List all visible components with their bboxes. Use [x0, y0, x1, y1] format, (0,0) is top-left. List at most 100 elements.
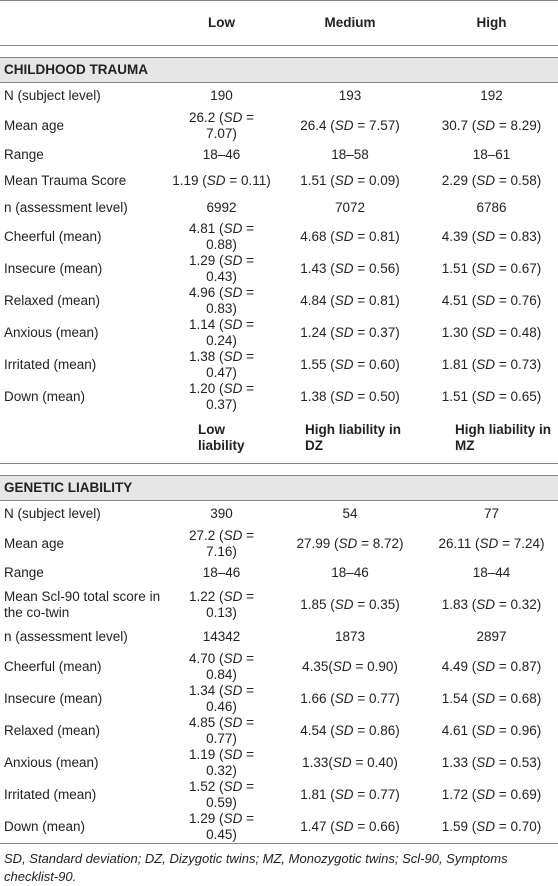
cell: 4.35(SD = 0.90)	[302, 658, 398, 674]
cell: 1.34 (SD = 0.46)	[189, 682, 254, 714]
table-row: N (subject level) 190 193 192	[0, 83, 558, 110]
cell: 1.20 (SD = 0.37)	[189, 381, 254, 412]
cell: 1.43 (SD = 0.56)	[300, 261, 400, 276]
cell: 1.38 (SD = 0.47)	[189, 349, 254, 380]
cell: 1.51 (SD = 0.65)	[441, 389, 542, 404]
cell: 1.24 (SD = 0.37)	[300, 325, 400, 340]
cell: 26.4 (SD = 7.57)	[300, 117, 400, 133]
cell: 190	[210, 88, 233, 104]
table-row: Anxious (mean) 1.14 (SD = 0.24) 1.24 (SD =…	[0, 317, 558, 349]
cell: 18–46	[202, 564, 241, 580]
cell: 4.68 (SD = 0.81)	[300, 229, 400, 244]
column-header: High	[425, 0, 558, 46]
footnote: SD, Standard deviation; DZ, Dizygotic tw…	[4, 850, 508, 884]
cell: 27.2 (SD = 7.16)	[189, 527, 254, 559]
cell: 1.33 (SD = 0.53)	[441, 754, 542, 770]
cell: 1.19 (SD = 0.32)	[189, 746, 254, 778]
cell: 18–46	[202, 146, 241, 162]
cell: 4.81 (SD = 0.88)	[189, 221, 254, 252]
cell: 1.29 (SD = 0.45)	[189, 810, 254, 842]
row-label: Mean Scl-90 total score in the co-twin	[4, 589, 161, 620]
cell: 1.47 (SD = 0.66)	[300, 818, 400, 834]
table-row: Relaxed (mean) 4.96 (SD = 0.83) 4.84 (SD =…	[0, 285, 558, 317]
cell: 6786	[476, 199, 507, 215]
cell: 14342	[202, 629, 241, 645]
cell: 2897	[476, 629, 507, 645]
column-header: Medium	[275, 0, 425, 46]
row-label: Down (mean)	[4, 389, 86, 404]
row-label: Insecure (mean)	[4, 690, 103, 706]
cell: 4.84 (SD = 0.81)	[300, 293, 400, 308]
row-label: Irritated (mean)	[4, 786, 97, 802]
row-label: Anxious (mean)	[4, 325, 99, 340]
cell: 4.85 (SD = 0.77)	[189, 714, 254, 746]
header-cell	[0, 413, 168, 464]
row-label: Mean Trauma Score	[4, 173, 127, 189]
spacer	[0, 46, 558, 58]
table-row: Insecure (mean) 1.29 (SD = 0.43) 1.43 (SD …	[0, 253, 558, 285]
section-title-row: CHILDHOOD TRAUMA	[0, 57, 558, 83]
cell: 192	[480, 88, 503, 104]
table-row: Anxious (mean) 1.19 (SD = 0.32) 1.33(SD = …	[0, 747, 558, 779]
cell: 26.2 (SD = 7.07)	[189, 109, 254, 141]
table-row: Mean age 26.2 (SD = 7.07) 26.4 (SD = 7.57)…	[0, 110, 558, 142]
cell: 18–44	[472, 564, 511, 580]
data-table: Low Medium High CHILDHOOD TRAUMA N (subject …	[0, 0, 558, 844]
row-label: N (subject level)	[4, 506, 101, 522]
header-cell	[0, 0, 168, 46]
table-row: Mean Scl-90 total score in the co-twin 1.…	[0, 586, 558, 624]
table-row: Range 18–46 18–58 18–61	[0, 142, 558, 169]
cell: 54	[342, 506, 358, 522]
cell: 18–46	[331, 564, 369, 580]
column-header: Low	[168, 0, 275, 46]
cell: 1.38 (SD = 0.50)	[300, 389, 400, 404]
row-label: Anxious (mean)	[4, 754, 99, 770]
row-label: Mean age	[4, 535, 65, 551]
row-label: Down (mean)	[4, 818, 86, 834]
row-label: n (assessment level)	[4, 199, 128, 215]
table-row: Relaxed (mean) 4.85 (SD = 0.77) 4.54 (SD =…	[0, 715, 558, 747]
cell: 1.66 (SD = 0.77)	[300, 690, 400, 706]
cell: 6992	[206, 199, 237, 215]
row-label: Insecure (mean)	[4, 261, 103, 276]
cell: 1.33(SD = 0.40)	[302, 754, 398, 770]
cell: 1.51 (SD = 0.09)	[300, 173, 400, 189]
row-label: Cheerful (mean)	[4, 229, 102, 244]
cell: 1.51 (SD = 0.67)	[441, 261, 542, 276]
table-row: Down (mean) 1.29 (SD = 0.45) 1.47 (SD = 0.…	[0, 811, 558, 844]
cell: 1.30 (SD = 0.48)	[441, 325, 542, 340]
cell: 390	[210, 506, 233, 522]
row-label: Irritated (mean)	[4, 357, 97, 372]
table-row: Irritated (mean) 1.38 (SD = 0.47) 1.55 (SD…	[0, 349, 558, 381]
cell: 18–58	[331, 146, 369, 162]
cell: 1.85 (SD = 0.35)	[300, 597, 400, 612]
cell: 193	[338, 88, 362, 104]
cell: 1.59 (SD = 0.70)	[441, 818, 542, 834]
cell: 1.81 (SD = 0.77)	[300, 786, 400, 802]
row-label: Range	[4, 146, 44, 162]
spacer	[0, 464, 558, 476]
column-header-row: Low liability High liability in DZ High li…	[0, 413, 558, 464]
row-label: N (subject level)	[4, 88, 101, 104]
column-header: Low liability	[168, 413, 275, 464]
cell: 2.29 (SD = 0.58)	[441, 173, 542, 189]
table-row: Mean age 27.2 (SD = 7.16) 27.99 (SD = 8.72…	[0, 528, 558, 560]
cell: 4.70 (SD = 0.84)	[189, 650, 254, 682]
table-row: Down (mean) 1.20 (SD = 0.37) 1.38 (SD = 0.…	[0, 381, 558, 413]
cell: 4.96 (SD = 0.83)	[189, 285, 254, 316]
cell: 27.99 (SD = 8.72)	[296, 535, 404, 551]
row-label: Mean age	[4, 117, 65, 133]
cell: 4.54 (SD = 0.86)	[300, 722, 400, 738]
column-header: High liability in DZ	[275, 413, 425, 464]
section-title: GENETIC LIABILITY	[0, 475, 558, 501]
section-title-row: GENETIC LIABILITY	[0, 475, 558, 501]
cell: 18–61	[472, 146, 511, 162]
cell: 1.55 (SD = 0.60)	[300, 357, 400, 372]
table-row: N (subject level) 390 54 77	[0, 501, 558, 528]
table-row: n (assessment level) 6992 7072 6786	[0, 195, 558, 222]
cell: 77	[483, 506, 500, 522]
cell: 1.14 (SD = 0.24)	[189, 317, 254, 348]
cell: 1873	[334, 629, 366, 645]
cell: 7072	[334, 199, 366, 215]
